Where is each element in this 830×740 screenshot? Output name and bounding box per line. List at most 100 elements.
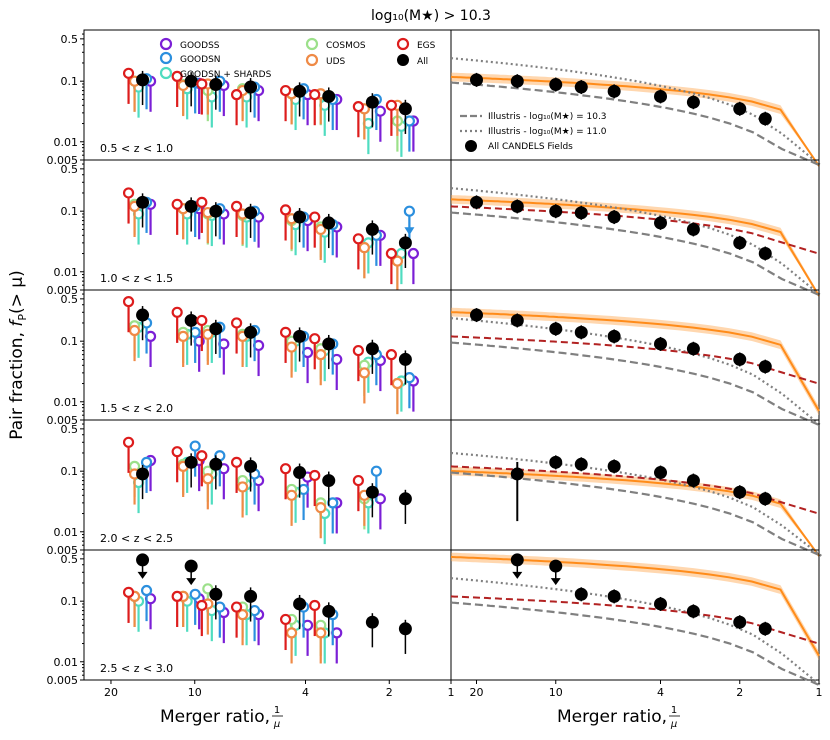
panel-2: 0.5 0.1 0.01 0.005 1.0 < z < 1.5 xyxy=(47,159,822,297)
all-point xyxy=(136,308,150,322)
all-point xyxy=(574,325,588,339)
all-point xyxy=(549,559,563,573)
all-point xyxy=(293,597,307,611)
field-point-uds xyxy=(285,489,298,501)
field-point-egs xyxy=(171,306,183,318)
x-axis-label-right-main: Merger ratio, xyxy=(557,707,667,727)
panel-right-frame xyxy=(450,289,820,421)
field-point-goodsn xyxy=(189,440,201,452)
y-tick-label: 0.01 xyxy=(54,526,79,539)
all-point xyxy=(293,84,307,98)
field-point-egs xyxy=(230,200,243,212)
panel-5: 0.5 0.1 0.01 0.005 2.5 < z < 3.0 xyxy=(47,549,822,687)
y-tick-label: 0.01 xyxy=(54,396,79,409)
field-point-egs xyxy=(122,67,135,79)
field-point-egs xyxy=(196,78,208,90)
y-tick-label: 0.1 xyxy=(61,205,79,218)
all-point xyxy=(510,553,524,567)
all-point xyxy=(322,216,336,230)
all-point xyxy=(654,466,668,480)
illustris-10-3-line xyxy=(450,341,822,427)
x-axis-label-right: Merger ratio, xyxy=(557,707,667,727)
legend-marker-cosmos xyxy=(305,37,319,51)
all-point xyxy=(607,210,621,224)
field-point-uds xyxy=(315,502,327,514)
y-tick-label: 0.01 xyxy=(54,266,79,279)
all-point xyxy=(209,78,223,92)
all-point xyxy=(293,329,307,343)
field-point-egs xyxy=(279,84,292,97)
field-point-uds xyxy=(358,242,370,254)
field-point-uds xyxy=(285,627,298,639)
all-point xyxy=(398,492,412,506)
all-point xyxy=(654,337,668,351)
field-point-goodsn xyxy=(327,497,339,509)
y-tick-label: 0.005 xyxy=(47,674,79,687)
field-point-uds xyxy=(285,341,298,353)
all-point xyxy=(365,615,379,629)
y-axis-label: Pair fraction, fP(> μ) xyxy=(7,270,29,440)
all-point xyxy=(398,236,412,250)
panel-4: 0.5 0.1 0.01 0.005 2.0 < z < 2.5 xyxy=(47,419,822,557)
all-point xyxy=(398,622,412,636)
y-axis-label-tail: (> μ) xyxy=(7,270,27,314)
all-point xyxy=(322,337,336,351)
all-point xyxy=(733,102,747,116)
x-tick-label-left: 20 xyxy=(104,686,118,699)
all-point xyxy=(470,308,484,322)
all-point xyxy=(322,604,336,618)
fit-line xyxy=(450,470,820,557)
all-point xyxy=(209,204,223,218)
legend-label-all-candels: All CANDELS Fields xyxy=(488,142,573,152)
field-point-uds xyxy=(315,349,327,361)
fit-band xyxy=(451,466,819,556)
all-point xyxy=(758,112,772,126)
field-point-uds xyxy=(315,223,327,236)
legend-marker-goodss xyxy=(159,37,173,51)
illustris-10-3-line xyxy=(450,601,822,687)
field-point-goodsn xyxy=(140,456,153,468)
field-point-egs xyxy=(309,333,321,345)
panel-z-label: 2.0 < z < 2.5 xyxy=(100,532,173,545)
all-point xyxy=(758,247,772,261)
all-point xyxy=(365,342,379,356)
field-point-egs xyxy=(279,463,292,475)
legend-label-illustris-11-0: Illustris - log₁₀(M★) = 11.0 xyxy=(488,127,607,137)
y-tick-label: 0.1 xyxy=(61,465,79,478)
field-point-egs xyxy=(230,317,243,329)
illustris-10-3-line xyxy=(450,81,822,167)
legend-left: GOODSS GOODSN GOODSN + SHARDS COSMOS UDS EGS A… xyxy=(159,37,436,80)
red-dashed-model-line xyxy=(450,595,820,645)
field-point-egs xyxy=(122,586,135,598)
field-point-uds xyxy=(236,481,249,493)
all-point xyxy=(184,199,198,213)
fit-band xyxy=(451,72,819,166)
panel-z-label: 0.5 < z < 1.0 xyxy=(100,142,173,155)
x-tick-label-right: 2 xyxy=(736,686,743,699)
all-point xyxy=(686,474,700,488)
legend-label-all: All xyxy=(417,57,428,67)
legend-label-egs: EGS xyxy=(417,41,436,51)
x-axis-label-left: Merger ratio, xyxy=(160,707,270,727)
all-point xyxy=(549,322,563,336)
all-point xyxy=(209,587,223,601)
field-point-goodsn xyxy=(189,588,201,600)
all-point xyxy=(758,622,772,636)
all-point xyxy=(686,222,700,236)
x-axis-label-left-main: Merger ratio, xyxy=(160,707,270,727)
all-point xyxy=(184,559,198,573)
illustris-11-0-line xyxy=(450,317,822,427)
all-point xyxy=(244,325,258,339)
panel-z-label: 1.5 < z < 2.0 xyxy=(100,402,173,415)
illustris-10-3-line xyxy=(450,471,822,557)
all-point xyxy=(686,342,700,356)
field-point-egs xyxy=(171,446,183,458)
all-point xyxy=(136,553,150,567)
all-point xyxy=(654,216,668,230)
field-point-egs xyxy=(196,450,208,462)
field-point-egs xyxy=(230,601,243,613)
legend-label-illustris-10-3: Illustris - log₁₀(M★) = 10.3 xyxy=(488,112,607,122)
x-tick-label-right: 4 xyxy=(657,686,664,699)
y-tick-label: 0.01 xyxy=(54,136,79,149)
